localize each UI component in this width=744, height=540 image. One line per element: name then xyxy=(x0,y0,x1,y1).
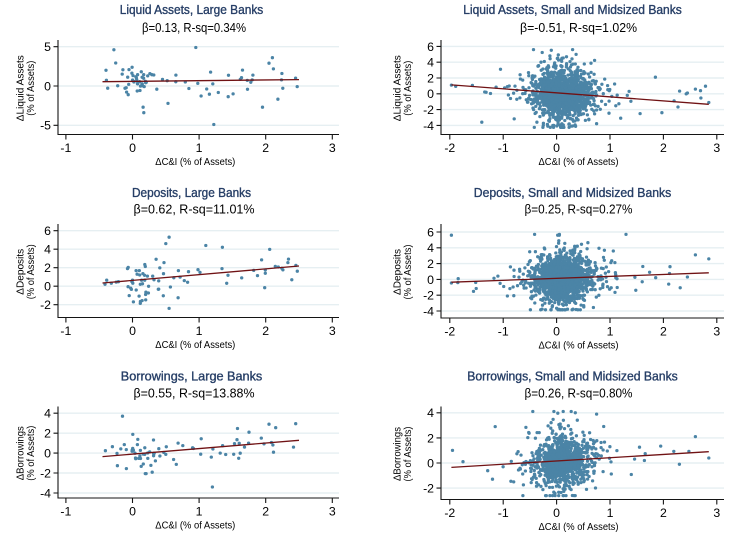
svg-text:3: 3 xyxy=(713,506,720,520)
svg-text:-2: -2 xyxy=(444,506,455,520)
svg-text:(% of Assets): (% of Assets) xyxy=(403,61,414,116)
svg-text:2: 2 xyxy=(427,257,434,271)
svg-text:4: 4 xyxy=(44,243,51,257)
svg-text:-1: -1 xyxy=(60,324,71,338)
svg-text:ΔLiquid Assets: ΔLiquid Assets xyxy=(392,55,403,121)
svg-text:-2: -2 xyxy=(444,325,455,339)
svg-text:-2: -2 xyxy=(423,289,434,303)
svg-text:-2: -2 xyxy=(423,482,434,496)
svg-text:3: 3 xyxy=(329,505,336,519)
svg-text:ΔC&I (% of Assets): ΔC&I (% of Assets) xyxy=(155,157,235,168)
svg-text:3: 3 xyxy=(713,325,720,339)
svg-text:2: 2 xyxy=(262,141,269,155)
svg-text:-4: -4 xyxy=(423,119,434,133)
svg-text:4: 4 xyxy=(427,56,434,70)
svg-text:2: 2 xyxy=(660,141,667,155)
svg-text:-2: -2 xyxy=(40,466,51,480)
svg-text:-4: -4 xyxy=(423,304,434,318)
svg-text:Deposits, Large Banks: Deposits, Large Banks xyxy=(132,186,251,200)
svg-text:2: 2 xyxy=(262,324,269,338)
svg-text:-2: -2 xyxy=(40,298,51,312)
svg-text:Liquid Assets, Large Banks: Liquid Assets, Large Banks xyxy=(120,3,264,17)
svg-text:1: 1 xyxy=(196,324,203,338)
svg-text:0: 0 xyxy=(427,273,434,287)
svg-text:β=0.25, R-sq=0.27%: β=0.25, R-sq=0.27% xyxy=(525,201,633,216)
svg-text:-1: -1 xyxy=(498,325,509,339)
svg-text:6: 6 xyxy=(44,224,51,238)
svg-text:Liquid Assets, Small and Midsi: Liquid Assets, Small and Midsized Banks xyxy=(463,3,682,17)
svg-text:0: 0 xyxy=(129,324,136,338)
svg-text:-1: -1 xyxy=(60,141,71,155)
svg-text:-1: -1 xyxy=(498,141,509,155)
svg-text:2: 2 xyxy=(44,427,51,441)
svg-text:ΔDeposits: ΔDeposits xyxy=(15,249,26,295)
svg-text:ΔC&I (% of Assets): ΔC&I (% of Assets) xyxy=(539,522,619,533)
svg-text:0: 0 xyxy=(44,79,51,93)
svg-text:ΔBorrowings: ΔBorrowings xyxy=(15,426,26,480)
svg-text:ΔBorrowings: ΔBorrowings xyxy=(392,427,403,481)
svg-text:(% of Assets): (% of Assets) xyxy=(403,427,414,482)
svg-text:(% of Assets): (% of Assets) xyxy=(26,244,37,299)
svg-text:4: 4 xyxy=(427,241,434,255)
svg-text:ΔC&I (% of Assets): ΔC&I (% of Assets) xyxy=(539,157,619,168)
svg-text:2: 2 xyxy=(660,325,667,339)
svg-text:-1: -1 xyxy=(60,505,71,519)
svg-text:0: 0 xyxy=(44,447,51,461)
svg-text:2: 2 xyxy=(44,261,51,275)
svg-text:β=0.13, R-sq=0.34%: β=0.13, R-sq=0.34% xyxy=(142,20,246,35)
svg-text:β=0.62, R-sq=11.01%: β=0.62, R-sq=11.01% xyxy=(134,201,255,216)
svg-text:0: 0 xyxy=(427,456,434,470)
svg-text:-2: -2 xyxy=(444,141,455,155)
svg-text:5: 5 xyxy=(44,40,51,54)
svg-text:0: 0 xyxy=(427,87,434,101)
svg-text:ΔDeposits: ΔDeposits xyxy=(392,249,403,295)
svg-text:β=0.55, R-sq=13.88%: β=0.55, R-sq=13.88% xyxy=(134,386,255,401)
svg-text:Deposits, Small and Midsized B: Deposits, Small and Midsized Banks xyxy=(474,186,672,200)
svg-text:ΔC&I (% of Assets): ΔC&I (% of Assets) xyxy=(155,520,235,531)
svg-text:-1: -1 xyxy=(498,506,509,520)
svg-text:Borrowings, Small and Midsized: Borrowings, Small and Midsized Banks xyxy=(467,370,678,384)
svg-text:3: 3 xyxy=(329,141,336,155)
svg-text:4: 4 xyxy=(44,407,51,421)
svg-text:(% of Assets): (% of Assets) xyxy=(26,61,37,116)
svg-text:β=-0.51, R-sq=1.02%: β=-0.51, R-sq=1.02% xyxy=(520,20,637,35)
svg-text:1: 1 xyxy=(607,506,614,520)
svg-text:6: 6 xyxy=(427,40,434,54)
svg-text:ΔLiquid Assets: ΔLiquid Assets xyxy=(15,55,26,121)
svg-text:1: 1 xyxy=(607,141,614,155)
svg-text:0: 0 xyxy=(553,141,560,155)
svg-text:2: 2 xyxy=(660,506,667,520)
svg-text:β=0.26, R-sq=0.80%: β=0.26, R-sq=0.80% xyxy=(525,386,633,401)
svg-text:-2: -2 xyxy=(423,103,434,117)
svg-text:Borrowings, Large Banks: Borrowings, Large Banks xyxy=(121,370,263,384)
svg-text:1: 1 xyxy=(196,141,203,155)
svg-text:3: 3 xyxy=(329,324,336,338)
svg-text:0: 0 xyxy=(129,505,136,519)
svg-text:ΔC&I (% of Assets): ΔC&I (% of Assets) xyxy=(155,340,235,351)
svg-text:6: 6 xyxy=(427,225,434,239)
svg-text:4: 4 xyxy=(427,406,434,420)
svg-text:2: 2 xyxy=(427,71,434,85)
svg-text:2: 2 xyxy=(427,431,434,445)
svg-text:0: 0 xyxy=(129,141,136,155)
svg-text:3: 3 xyxy=(713,141,720,155)
svg-text:-5: -5 xyxy=(40,119,51,133)
svg-text:1: 1 xyxy=(196,505,203,519)
svg-text:ΔC&I (% of Assets): ΔC&I (% of Assets) xyxy=(539,340,619,351)
svg-text:0: 0 xyxy=(553,325,560,339)
svg-text:1: 1 xyxy=(607,325,614,339)
svg-text:2: 2 xyxy=(262,505,269,519)
svg-text:0: 0 xyxy=(553,506,560,520)
svg-text:(% of Assets): (% of Assets) xyxy=(403,245,414,300)
svg-text:(% of Assets): (% of Assets) xyxy=(26,426,37,481)
svg-text:0: 0 xyxy=(44,280,51,294)
svg-text:-4: -4 xyxy=(40,486,51,500)
